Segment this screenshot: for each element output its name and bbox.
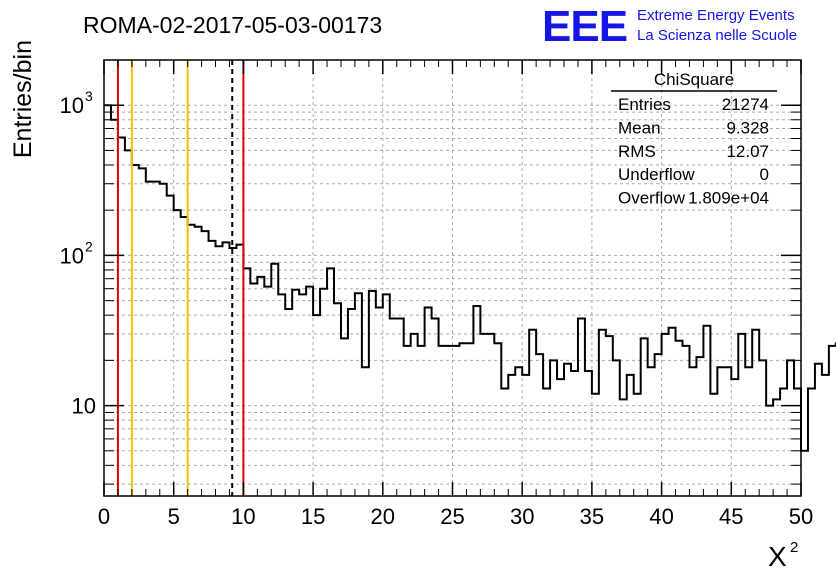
x-tick-label-8: 40 (649, 504, 673, 529)
grid-lines (103, 59, 802, 496)
x-axis-label: X 2 (768, 539, 798, 572)
x-tick-label-9: 45 (719, 504, 743, 529)
threshold-lines (116, 60, 245, 496)
stats-label-rms: RMS (618, 142, 656, 161)
stats-rows: Entries 21274 Mean 9.328 RMS 12.07 Underflow 0 O… (618, 95, 769, 208)
x-tick-label-1: 5 (168, 504, 180, 529)
logo-letters: EEE (542, 2, 627, 51)
logo-line1: Extreme Energy Events (637, 7, 795, 24)
x-tick-label-5: 25 (440, 504, 464, 529)
stats-label-overflow: Overflow (618, 189, 686, 208)
x-tick-label-3: 15 (301, 504, 325, 529)
x-tick-label-0: 0 (98, 504, 110, 529)
eee-logo: EEE Extreme Energy Events La Scienza nel… (542, 2, 797, 51)
y-axis-label: Entries/bin (9, 40, 37, 158)
x-tick-label-2: 10 (231, 504, 255, 529)
y-tick-exponent-1: 2 (85, 238, 93, 254)
stats-value-entries: 21274 (722, 95, 769, 114)
x-tick-label-4: 20 (371, 504, 395, 529)
stats-value-rms: 12.07 (726, 142, 769, 161)
y-tick-exponent-2: 3 (85, 88, 93, 104)
histogram-line (104, 104, 836, 452)
stats-value-mean: 9.328 (726, 118, 769, 137)
x-axis-ticks: 0 5 10 15 20 25 30 35 40 45 50 (98, 60, 813, 529)
x-tick-label-10: 50 (789, 504, 813, 529)
y-tick-label-1: 10 (60, 243, 84, 268)
run-title: ROMA-02-2017-05-03-00173 (83, 12, 382, 38)
stats-value-overflow: 1.809e+04 (688, 189, 769, 208)
y-tick-label-2: 10 (60, 93, 84, 118)
stats-label-mean: Mean (618, 118, 661, 137)
logo-line2: La Scienza nelle Scuole (637, 27, 797, 44)
stats-box: ChiSquare Entries 21274 Mean 9.328 RMS 12.07 U… (611, 70, 777, 208)
x-axis-label-base: X (768, 541, 787, 572)
stats-title: ChiSquare (654, 70, 734, 89)
x-axis-label-exponent: 2 (790, 539, 798, 556)
stats-label-underflow: Underflow (618, 165, 695, 184)
y-tick-label-0: 10 (72, 394, 96, 419)
x-tick-label-6: 30 (510, 504, 534, 529)
stats-label-entries: Entries (618, 95, 671, 114)
stats-value-underflow: 0 (760, 165, 769, 184)
x-tick-label-7: 35 (580, 504, 604, 529)
